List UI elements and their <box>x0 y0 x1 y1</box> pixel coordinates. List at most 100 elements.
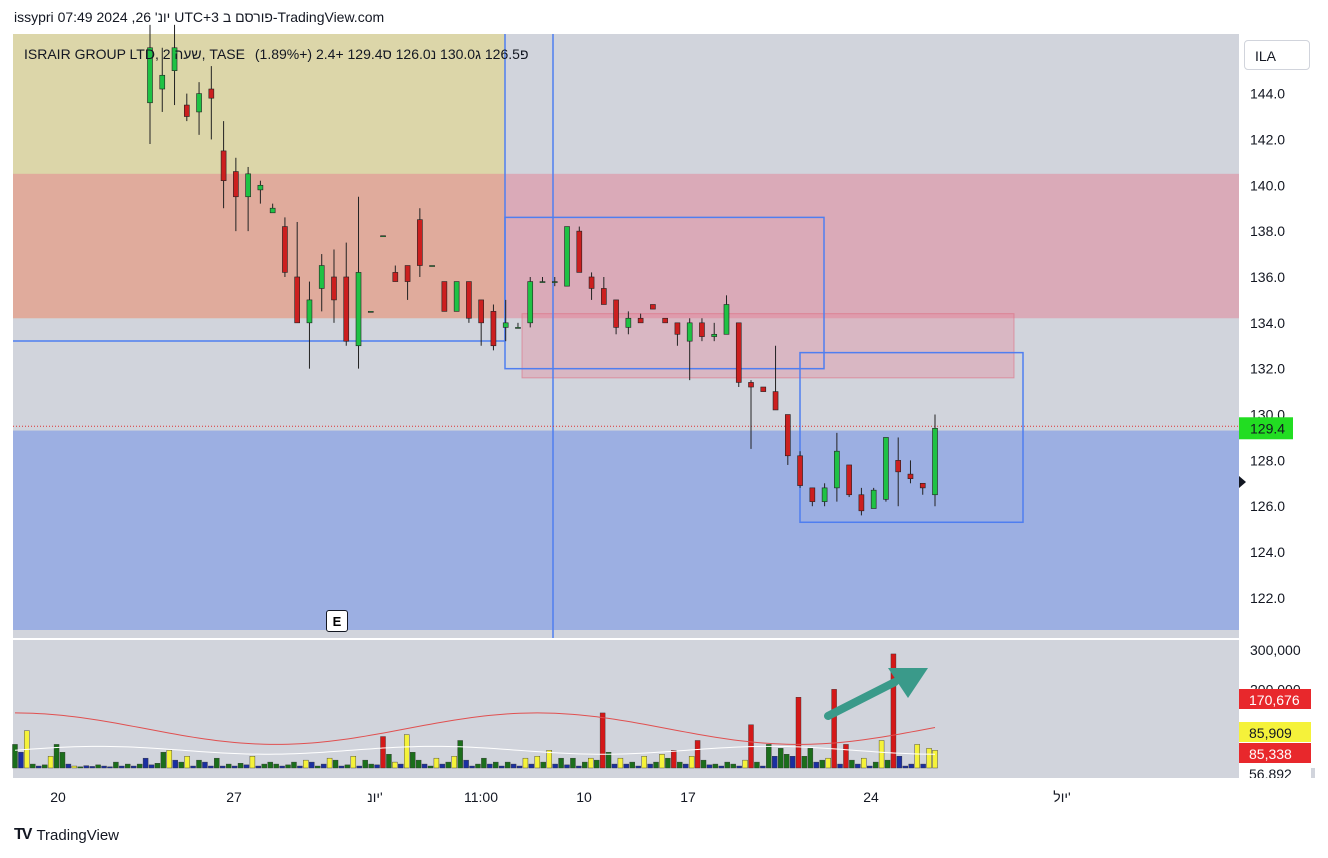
volume-bar <box>160 752 167 769</box>
volume-bar <box>867 765 873 769</box>
candle-body <box>527 281 534 324</box>
time-tick-label: 10 <box>576 789 592 805</box>
volume-bar <box>386 754 392 769</box>
time-tick-label: יונ' <box>367 789 382 805</box>
volume-bar <box>653 761 659 769</box>
earnings-event-marker[interactable]: E <box>326 610 348 632</box>
last-price-tag <box>1239 417 1293 440</box>
candle-body <box>208 88 215 99</box>
volume-bar <box>611 763 618 769</box>
candle-body <box>257 184 264 191</box>
zone-red <box>13 173 1239 319</box>
volume-bar <box>499 765 505 769</box>
volume-bar <box>700 759 707 769</box>
volume-bar <box>368 763 374 769</box>
candle-body <box>417 219 423 266</box>
volume-bar <box>855 763 861 769</box>
volume-tick-label: 300,000 <box>1250 642 1301 658</box>
volume-bar <box>320 763 327 769</box>
volume-bar <box>920 763 926 769</box>
volume-bar <box>665 757 671 769</box>
candle-body <box>551 281 558 283</box>
red-range-box <box>521 313 1015 379</box>
candle-body <box>171 47 178 71</box>
volume-average-line <box>14 745 936 755</box>
volume-bar <box>813 761 819 769</box>
volume-bar <box>113 761 119 769</box>
candle-body <box>478 299 484 324</box>
candle-body <box>245 173 251 198</box>
volume-bar <box>576 765 582 769</box>
volume-bar <box>77 766 83 769</box>
time-tick-label: 24 <box>863 789 879 805</box>
candle-body <box>588 276 595 289</box>
price-tick-label: 138.0 <box>1250 223 1285 239</box>
volume-bar <box>819 759 825 769</box>
volume-bar <box>872 761 879 769</box>
candle-body <box>650 304 656 310</box>
time-tick-label: 20 <box>50 789 66 805</box>
symbol-legend[interactable]: ISRAIR GROUP LTD, 2 שעה, TASE פ126.5 ג13… <box>24 46 528 62</box>
price-tick-label: 124.0 <box>1250 544 1285 560</box>
time-tick-label: 11:00 <box>464 789 498 805</box>
volume-bar <box>303 759 309 769</box>
volume-bar <box>243 764 250 769</box>
volume-bar <box>71 765 78 769</box>
candle-body <box>809 487 816 502</box>
volume-bar <box>59 752 66 769</box>
candle-body <box>870 489 877 509</box>
volume-bar <box>475 763 481 769</box>
volume-bar <box>220 765 226 769</box>
candle-body <box>380 235 386 238</box>
volume-bar <box>588 757 594 769</box>
time-tick-label: יול' <box>1053 789 1070 805</box>
consolidation-box <box>504 216 825 370</box>
candle-body <box>306 299 313 324</box>
volume-bar <box>623 763 630 769</box>
volume-bar <box>510 763 517 769</box>
volume-bar <box>766 744 772 769</box>
volume-bar <box>231 765 238 769</box>
candle-body <box>294 276 300 324</box>
volume-bar <box>172 759 178 769</box>
volume-bar <box>101 765 107 769</box>
volume-bar <box>53 744 60 769</box>
volume-bar <box>95 764 101 769</box>
price-tick-label: 134.0 <box>1250 315 1285 331</box>
volume-bar <box>552 763 558 769</box>
scroll-arrow-icon <box>1239 476 1246 488</box>
candle-body <box>834 450 840 489</box>
price-axis[interactable]: 144.0142.0140.0138.0136.0134.0132.0130.0… <box>1239 34 1315 638</box>
candle-body <box>723 304 730 335</box>
volume-bar <box>261 763 267 769</box>
volume-bar <box>522 757 529 769</box>
volume-bar <box>540 761 546 769</box>
volume-bar <box>783 754 790 769</box>
volume-bar <box>398 763 404 769</box>
volume-bar <box>107 766 113 769</box>
volume-bar <box>291 761 297 769</box>
volume-bar <box>125 763 131 769</box>
volume-bar <box>439 763 446 769</box>
volume-bar <box>30 763 36 769</box>
volume-bar <box>825 757 831 769</box>
candle-body <box>441 281 448 312</box>
volume-value-label: 85,338 <box>1249 746 1292 762</box>
volume-bar <box>404 734 410 769</box>
currency-button[interactable]: ILA <box>1244 40 1310 70</box>
volume-bar <box>297 765 303 769</box>
volume-bar <box>908 763 914 769</box>
volume-bar <box>12 744 18 769</box>
time-axis-bg <box>13 778 1315 814</box>
time-axis[interactable]: 20 27 יונ' 11:00 10 17 24 יול' <box>13 778 1315 814</box>
candle-body <box>711 333 718 337</box>
publish-header: issypri יונ' 26, 2024 07:49 UTC+3 פורסם … <box>14 9 385 25</box>
volume-bar <box>718 765 725 769</box>
volume-bar <box>415 759 422 769</box>
volume-bar <box>546 750 552 769</box>
volume-bar <box>362 759 368 769</box>
volume-bar <box>890 653 897 769</box>
footer-brand: TradingView <box>36 826 119 844</box>
volume-bar <box>659 754 665 769</box>
